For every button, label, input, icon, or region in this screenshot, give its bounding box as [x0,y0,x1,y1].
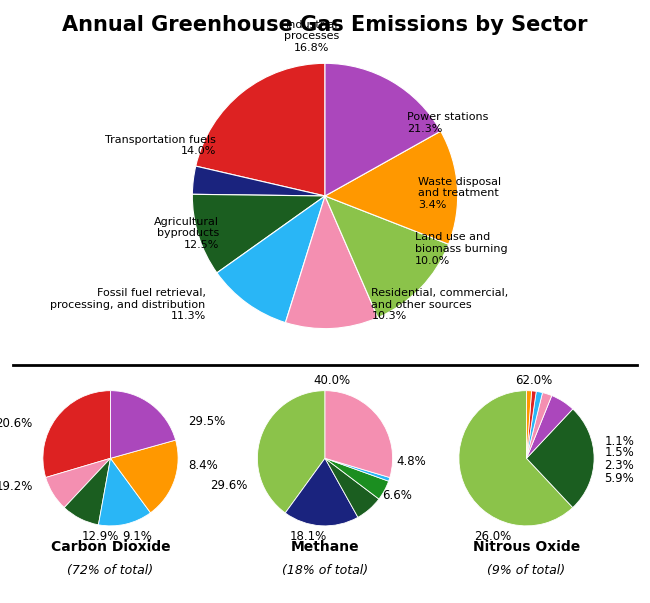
Text: Land use and
biomass burning
10.0%: Land use and biomass burning 10.0% [415,232,508,266]
Wedge shape [111,391,176,458]
Wedge shape [459,391,573,526]
Wedge shape [192,166,325,196]
Text: 19.2%: 19.2% [0,480,32,493]
Text: (72% of total): (72% of total) [68,564,153,577]
Text: (9% of total): (9% of total) [488,564,566,577]
Text: Nitrous Oxide: Nitrous Oxide [473,540,580,554]
Wedge shape [192,194,325,273]
Text: 5.9%: 5.9% [604,472,634,485]
Wedge shape [526,396,573,458]
Wedge shape [325,458,390,481]
Wedge shape [257,391,325,513]
Wedge shape [64,458,111,525]
Wedge shape [526,391,536,458]
Wedge shape [325,63,441,196]
Text: 6.6%: 6.6% [382,489,412,502]
Wedge shape [325,391,393,478]
Text: 9.1%: 9.1% [123,529,153,543]
Text: 29.5%: 29.5% [188,415,226,428]
Text: 12.9%: 12.9% [82,529,119,543]
Wedge shape [325,458,379,517]
Wedge shape [285,458,358,526]
Wedge shape [325,196,448,318]
Wedge shape [46,458,110,508]
Wedge shape [43,391,110,478]
Wedge shape [98,458,151,526]
Text: 29.6%: 29.6% [210,479,247,492]
Text: Annual Greenhouse Gas Emissions by Sector: Annual Greenhouse Gas Emissions by Secto… [62,15,588,35]
Text: 4.8%: 4.8% [396,455,426,468]
Text: Power stations
21.3%: Power stations 21.3% [408,112,489,134]
Wedge shape [196,63,325,196]
Text: Fossil fuel retrieval,
processing, and distribution
11.3%: Fossil fuel retrieval, processing, and d… [50,288,205,321]
Text: 8.4%: 8.4% [188,458,218,472]
Text: 1.1%: 1.1% [604,435,634,448]
Wedge shape [526,393,552,458]
Text: 40.0%: 40.0% [313,374,350,387]
Text: Residential, commercial,
and other sources
10.3%: Residential, commercial, and other sourc… [371,288,509,321]
Text: 26.0%: 26.0% [474,529,512,543]
Text: 62.0%: 62.0% [515,374,552,387]
Wedge shape [111,440,178,513]
Wedge shape [526,391,543,458]
Wedge shape [325,131,458,244]
Text: Carbon Dioxide: Carbon Dioxide [51,540,170,554]
Text: 18.1%: 18.1% [289,529,327,543]
Text: 1.5%: 1.5% [604,446,634,459]
Wedge shape [217,196,325,323]
Text: Transportation fuels
14.0%: Transportation fuels 14.0% [105,134,216,156]
Wedge shape [325,458,389,499]
Text: Agricultural
byproducts
12.5%: Agricultural byproducts 12.5% [154,216,219,250]
Text: 20.6%: 20.6% [0,417,32,429]
Text: 2.3%: 2.3% [604,458,634,472]
Text: Industrial
processes
16.8%: Industrial processes 16.8% [284,19,339,52]
Text: Methane: Methane [291,540,359,554]
Wedge shape [526,391,532,458]
Text: Waste disposal
and treatment
3.4%: Waste disposal and treatment 3.4% [418,177,501,210]
Wedge shape [285,196,378,329]
Text: (18% of total): (18% of total) [282,564,368,577]
Wedge shape [526,409,594,508]
